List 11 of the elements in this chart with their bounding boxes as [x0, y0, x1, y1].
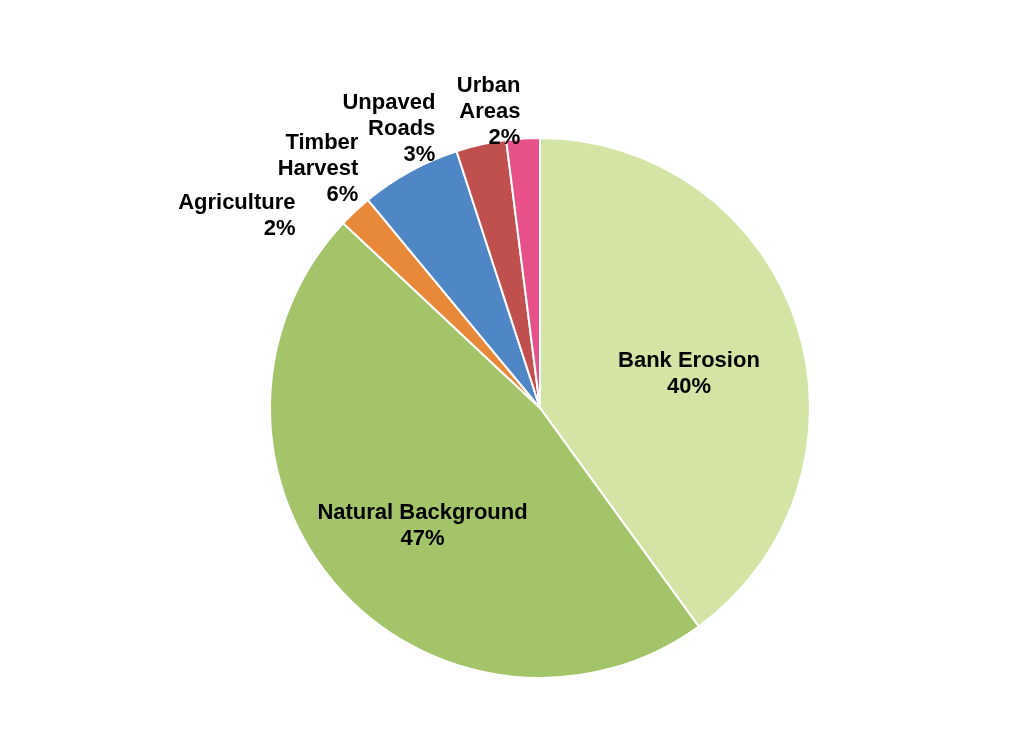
data-label: 2%: [488, 123, 521, 149]
data-label: 2%: [263, 215, 296, 241]
data-label: 3%: [403, 141, 436, 167]
slice-label: Bank Erosion: [618, 346, 760, 372]
slice-label: Urban Areas: [456, 71, 521, 123]
slice-label: Natural Background: [317, 498, 528, 524]
data-label: 40%: [666, 372, 711, 398]
data-label: 6%: [326, 181, 359, 207]
slice-label: Agriculture: [178, 189, 296, 215]
slice-label: Timber Harvest: [277, 129, 360, 181]
data-label: 47%: [400, 524, 445, 550]
